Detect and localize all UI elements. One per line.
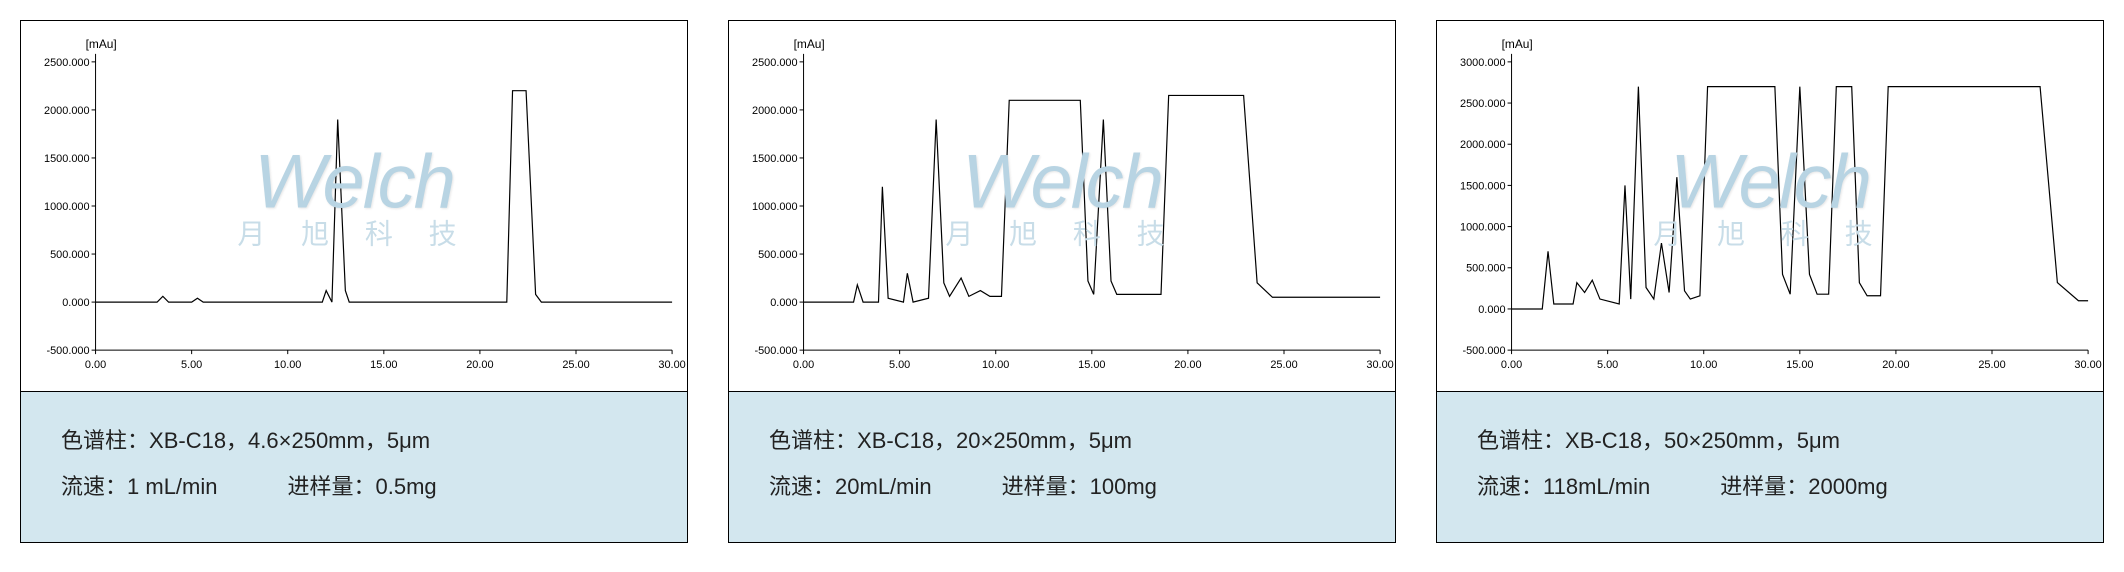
svg-text:25.00: 25.00 [562, 359, 589, 371]
svg-text:0.000: 0.000 [1478, 304, 1505, 316]
svg-text:-500.000: -500.000 [1462, 345, 1505, 357]
panel-1: [mAu] -500.000 0.000 500.000 1000.000 1500.00… [20, 20, 688, 543]
svg-text:15.00: 15.00 [370, 359, 397, 371]
column-label: 色谱柱： [1477, 428, 1565, 453]
svg-text:-500.000: -500.000 [46, 345, 89, 357]
column-label: 色谱柱： [769, 428, 857, 453]
svg-text:[mAu]: [mAu] [794, 37, 825, 51]
panel-2: [mAu] -500.000 0.000 500.000 1000.000 1500.00… [728, 20, 1396, 543]
svg-text:2000.000: 2000.000 [752, 105, 798, 117]
inj-label: 进样量： [288, 474, 376, 499]
svg-text:25.00: 25.00 [1270, 359, 1297, 371]
column-value: XB-C18，50×250mm，5μm [1565, 428, 1840, 453]
svg-text:1500.000: 1500.000 [1460, 180, 1506, 192]
chromatogram-1: [mAu] -500.000 0.000 500.000 1000.000 1500.00… [21, 21, 687, 391]
svg-text:15.00: 15.00 [1786, 359, 1813, 371]
svg-text:1500.000: 1500.000 [44, 153, 90, 165]
inj-value: 0.5mg [376, 474, 437, 499]
svg-text:10.00: 10.00 [1690, 359, 1717, 371]
svg-text:0.00: 0.00 [793, 359, 814, 371]
svg-text:2500.000: 2500.000 [752, 57, 798, 69]
flow-value: 20mL/min [835, 474, 932, 499]
flow-value: 118mL/min [1543, 474, 1650, 499]
panel-3: [mAu] -500.000 0.000 500.000 1000.000 1500.00… [1436, 20, 2104, 543]
svg-text:1000.000: 1000.000 [1460, 222, 1506, 234]
info-box-2: 色谱柱：XB-C18，20×250mm，5μm 流速：20mL/min 进样量：… [729, 391, 1395, 542]
inj-label: 进样量： [1720, 474, 1808, 499]
chromatogram-2: [mAu] -500.000 0.000 500.000 1000.000 1500.00… [729, 21, 1395, 391]
svg-text:30.00: 30.00 [1366, 359, 1393, 371]
svg-text:500.000: 500.000 [50, 249, 89, 261]
svg-text:20.00: 20.00 [1882, 359, 1909, 371]
flow-label: 流速： [61, 474, 127, 499]
svg-text:10.00: 10.00 [274, 359, 301, 371]
svg-text:0.000: 0.000 [770, 297, 797, 309]
svg-text:1000.000: 1000.000 [44, 201, 90, 213]
svg-text:-500.000: -500.000 [754, 345, 797, 357]
flow-label: 流速： [769, 474, 835, 499]
svg-text:2000.000: 2000.000 [1460, 139, 1506, 151]
svg-text:5.00: 5.00 [1597, 359, 1618, 371]
flow-value: 1 mL/min [127, 474, 217, 499]
svg-text:5.00: 5.00 [889, 359, 910, 371]
svg-text:0.00: 0.00 [85, 359, 106, 371]
svg-text:500.000: 500.000 [1466, 263, 1505, 275]
svg-text:2500.000: 2500.000 [1460, 98, 1506, 110]
svg-text:1000.000: 1000.000 [752, 201, 798, 213]
svg-text:15.00: 15.00 [1078, 359, 1105, 371]
chart-area-1: [mAu] -500.000 0.000 500.000 1000.000 1500.00… [21, 21, 687, 391]
svg-text:10.00: 10.00 [982, 359, 1009, 371]
inj-value: 2000mg [1808, 474, 1888, 499]
svg-text:0.000: 0.000 [62, 297, 89, 309]
svg-text:1500.000: 1500.000 [752, 153, 798, 165]
flow-label: 流速： [1477, 474, 1543, 499]
chart-area-2: [mAu] -500.000 0.000 500.000 1000.000 1500.00… [729, 21, 1395, 391]
info-box-1: 色谱柱：XB-C18，4.6×250mm，5μm 流速：1 mL/min 进样量… [21, 391, 687, 542]
svg-text:3000.000: 3000.000 [1460, 57, 1506, 69]
chart-area-3: [mAu] -500.000 0.000 500.000 1000.000 1500.00… [1437, 21, 2103, 391]
svg-text:2500.000: 2500.000 [44, 57, 90, 69]
column-value: XB-C18，20×250mm，5μm [857, 428, 1132, 453]
svg-text:30.00: 30.00 [2074, 359, 2101, 371]
inj-value: 100mg [1090, 474, 1157, 499]
svg-text:500.000: 500.000 [758, 249, 797, 261]
column-label: 色谱柱： [61, 428, 149, 453]
svg-text:2000.000: 2000.000 [44, 105, 90, 117]
svg-text:30.00: 30.00 [658, 359, 685, 371]
svg-text:0.00: 0.00 [1501, 359, 1522, 371]
svg-text:25.00: 25.00 [1978, 359, 2005, 371]
svg-text:[mAu]: [mAu] [86, 37, 117, 51]
info-box-3: 色谱柱：XB-C18，50×250mm，5μm 流速：118mL/min 进样量… [1437, 391, 2103, 542]
svg-text:[mAu]: [mAu] [1502, 37, 1533, 51]
svg-text:20.00: 20.00 [1174, 359, 1201, 371]
column-value: XB-C18，4.6×250mm，5μm [149, 428, 430, 453]
inj-label: 进样量： [1002, 474, 1090, 499]
svg-text:5.00: 5.00 [181, 359, 202, 371]
chromatogram-3: [mAu] -500.000 0.000 500.000 1000.000 1500.00… [1437, 21, 2103, 391]
svg-text:20.00: 20.00 [466, 359, 493, 371]
